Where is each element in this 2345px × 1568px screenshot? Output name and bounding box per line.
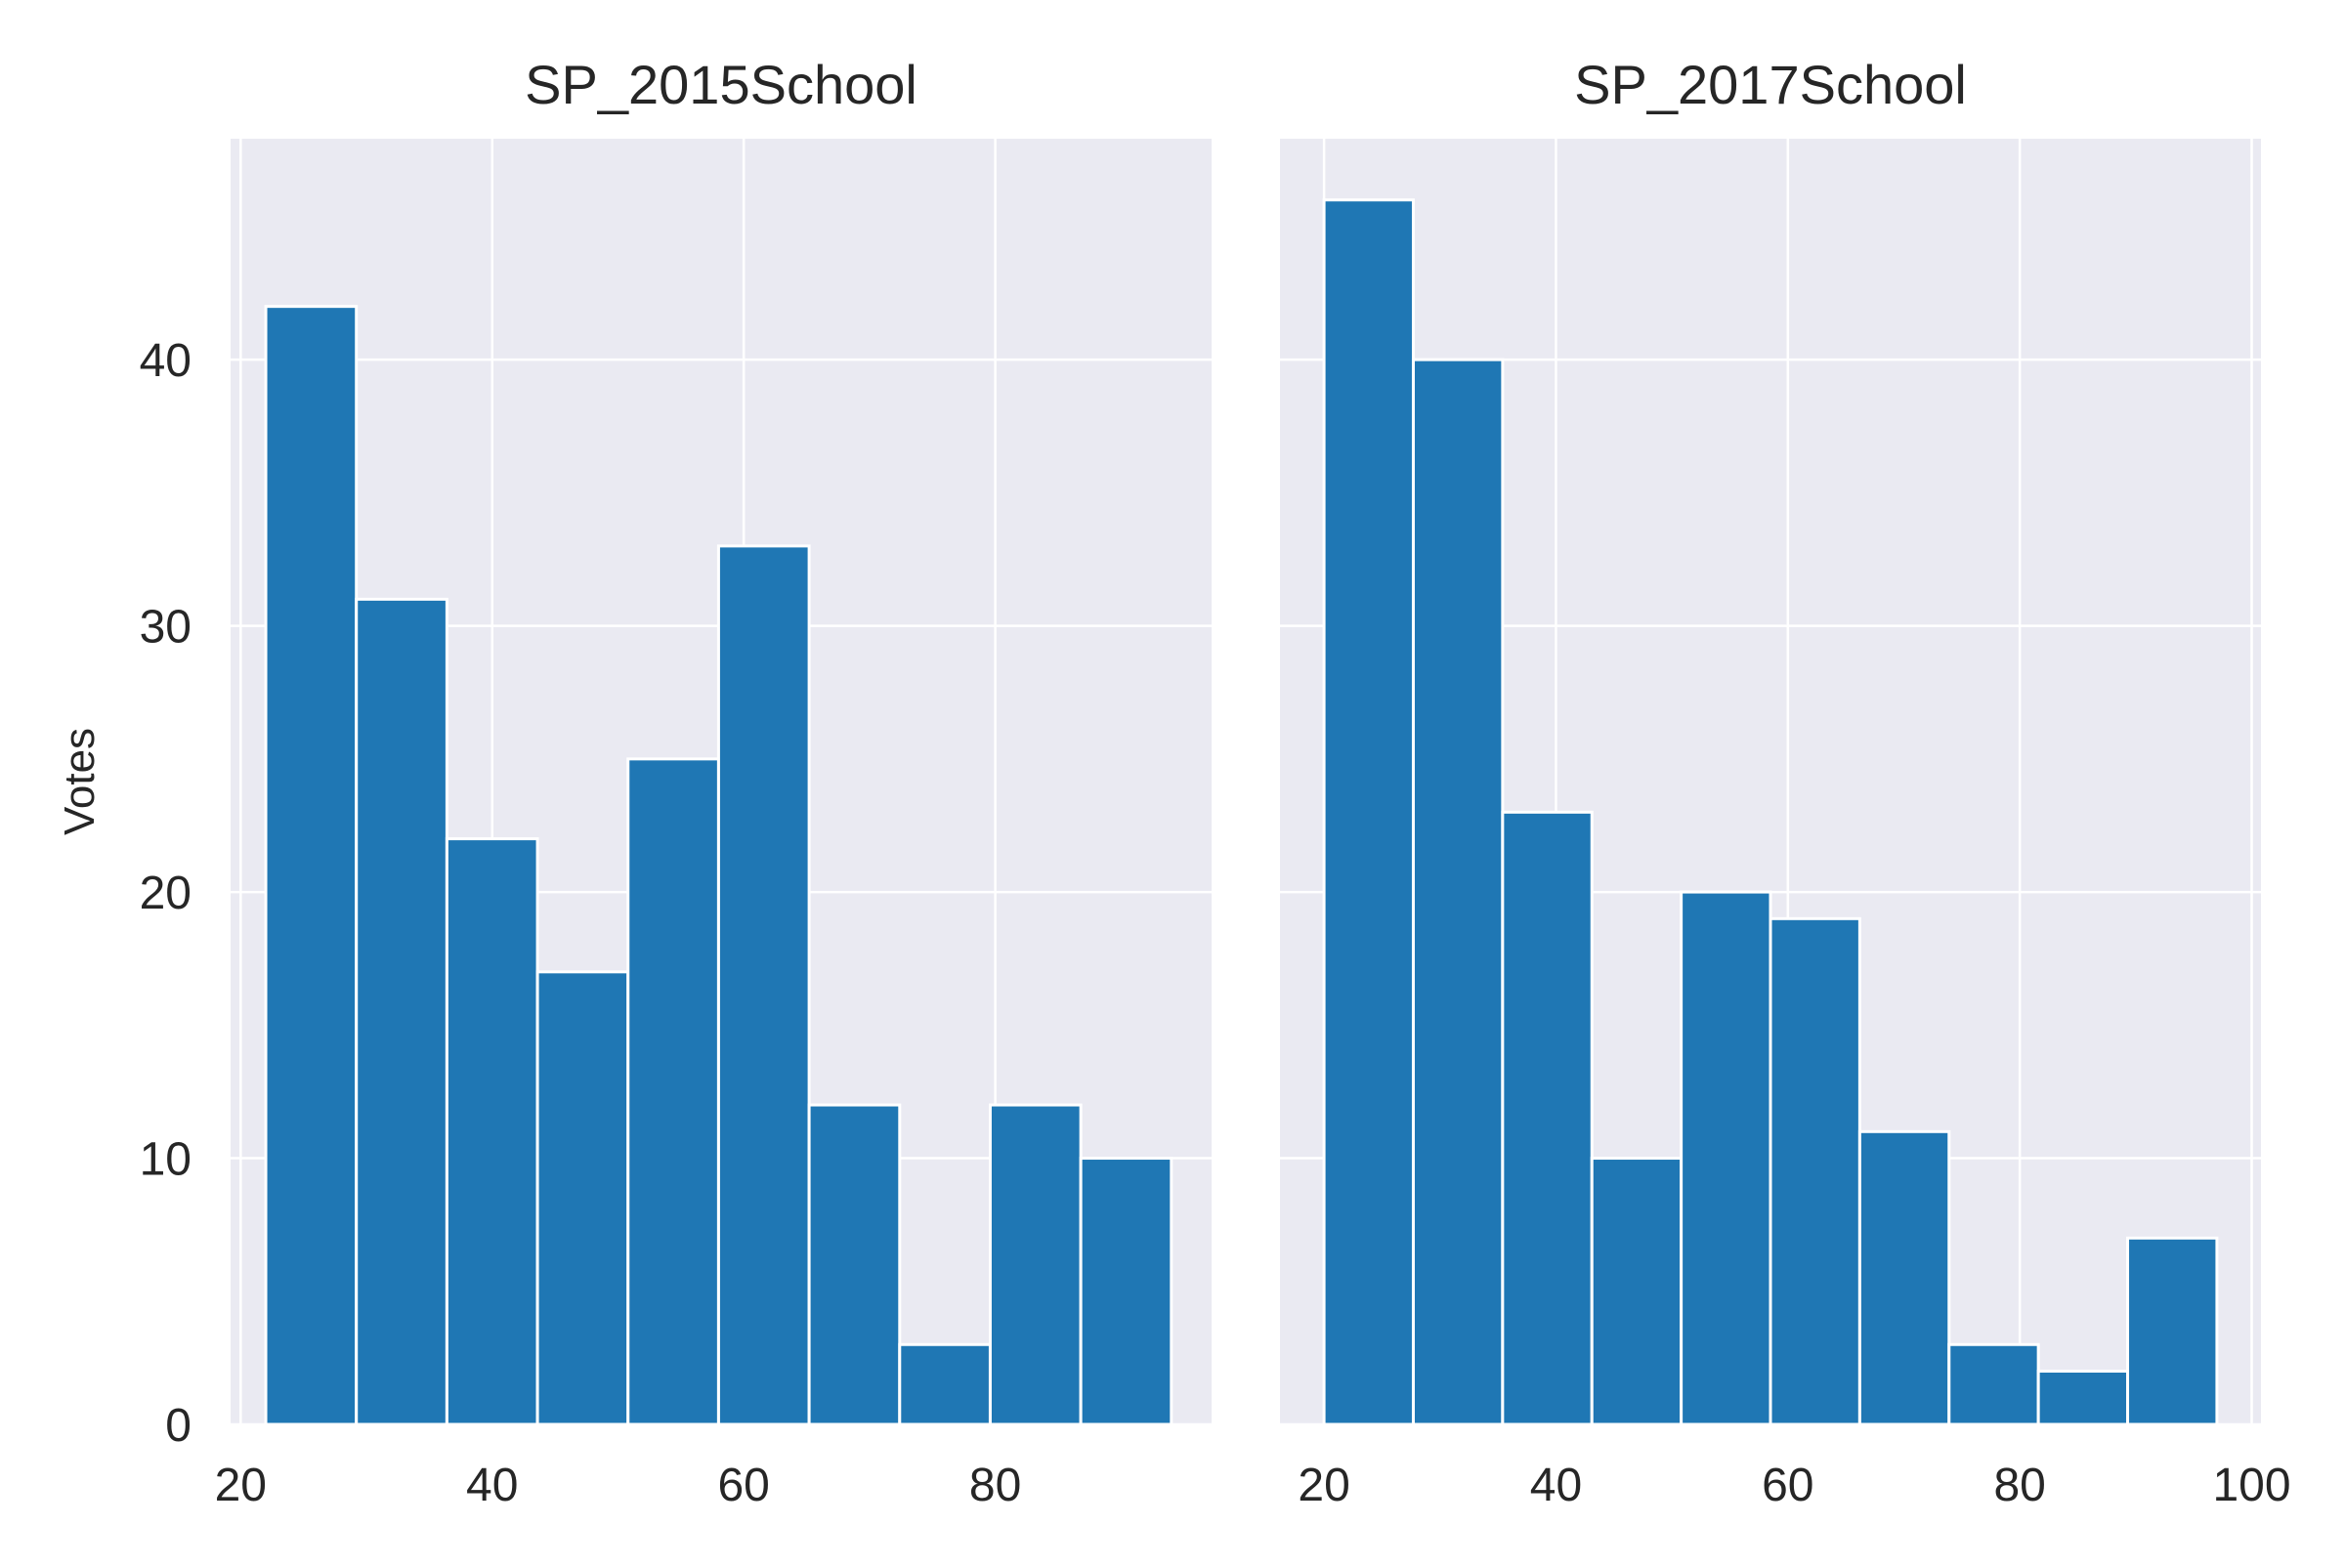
histogram-bar xyxy=(1411,358,1505,1426)
y-tick-label: 20 xyxy=(140,868,192,919)
histogram-bar xyxy=(1590,1157,1684,1426)
histogram-bar xyxy=(2126,1236,2219,1426)
histogram-bar xyxy=(1322,198,1415,1426)
panel-title: SP_2015School xyxy=(525,54,917,115)
y-tick-label: 40 xyxy=(140,335,192,387)
histogram-bar xyxy=(535,970,630,1426)
histogram-bar xyxy=(988,1103,1083,1426)
histogram-bar xyxy=(1947,1342,2040,1426)
x-tick-label: 40 xyxy=(466,1460,518,1511)
histogram-bar xyxy=(264,305,359,1426)
y-tick-label: 0 xyxy=(165,1400,192,1452)
histogram-bar xyxy=(626,757,720,1426)
x-tick-label: 80 xyxy=(969,1460,1021,1511)
histogram-panel-1: SP_2015School 20 40 60 80 0 10 20 30 40 Votes xyxy=(56,54,1212,1511)
x-tick-label: 20 xyxy=(1298,1460,1349,1511)
histogram-bar xyxy=(2036,1370,2130,1426)
histogram-bar xyxy=(898,1342,992,1426)
x-tick-label: 80 xyxy=(1993,1460,2045,1511)
histogram-bar xyxy=(355,597,448,1426)
x-tick-label: 60 xyxy=(1762,1460,1813,1511)
histogram-panel-2: SP_2017School 20 40 60 80 100 xyxy=(1280,54,2291,1511)
histogram-bar xyxy=(1769,916,1861,1426)
panel-title: SP_2017School xyxy=(1574,54,1967,115)
x-tick-label: 100 xyxy=(2212,1460,2290,1511)
y-tick-label: 30 xyxy=(140,602,192,654)
histogram-bar xyxy=(716,544,811,1426)
histogram-bar xyxy=(1857,1129,1951,1426)
histogram-bar xyxy=(1079,1157,1173,1426)
histogram-bar xyxy=(445,837,539,1426)
x-tick-label: 60 xyxy=(717,1460,769,1511)
histogram-bar xyxy=(1680,890,1772,1426)
histogram-bar xyxy=(1501,810,1594,1426)
y-axis-label: Votes xyxy=(56,728,104,835)
x-tick-label: 40 xyxy=(1530,1460,1582,1511)
histogram-bar xyxy=(807,1103,902,1426)
x-tick-label: 20 xyxy=(215,1460,267,1511)
y-tick-label: 10 xyxy=(140,1134,192,1186)
